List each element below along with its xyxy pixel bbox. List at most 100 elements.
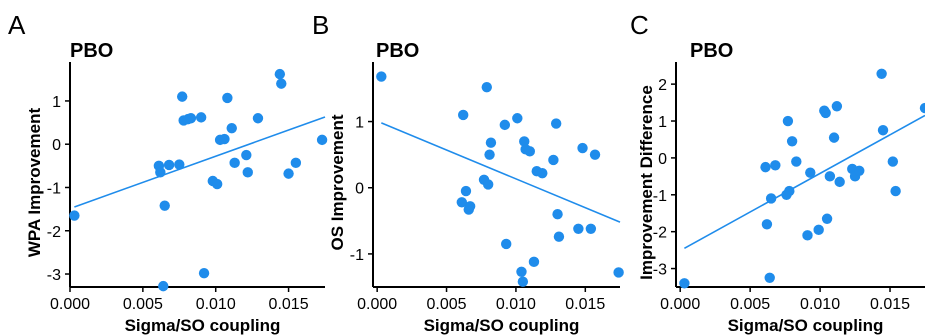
panel-c-data-point	[805, 167, 816, 178]
panel-c-ytick-label: 1	[658, 114, 667, 131]
panel-b-xtick-label: 0.005	[427, 296, 467, 313]
panel-b-data-point	[517, 276, 529, 287]
panel-c-data-point	[760, 161, 771, 173]
panel-a-data-point	[316, 134, 328, 146]
panel-a-xtick-label: 0.000	[50, 296, 90, 313]
panel-c-fit-line	[684, 114, 925, 249]
panel-c-data-point	[876, 68, 887, 80]
panel-a-data-point	[198, 267, 210, 279]
panel-c-data-point	[765, 193, 777, 204]
panel-a-data-point	[242, 167, 253, 178]
panel-c-data-point	[679, 278, 690, 289]
panel-b-xtick-label: 0.000	[357, 296, 397, 313]
panel-a-ytick-label: 1	[52, 94, 61, 111]
panel-b-data-point	[589, 149, 601, 160]
panel-b-data-point	[585, 223, 597, 234]
panel-c-letter: C	[630, 10, 649, 40]
panel-c-xtick-label: 0.010	[800, 296, 840, 313]
panel-b-data-point	[460, 185, 472, 197]
panel-a-data-point	[229, 157, 240, 169]
panel-b-xtick-label: 0.010	[496, 296, 536, 313]
panel-a-xtick-label: 0.005	[123, 296, 163, 313]
panel-a-data-point	[283, 168, 294, 179]
panel-c-ytick-label: 2	[658, 77, 667, 94]
panel-b-fit-line	[381, 122, 621, 223]
panel-a-xtick-label: 0.010	[196, 296, 236, 313]
panel-c-data-point	[770, 160, 781, 171]
panel-a-data-point	[174, 159, 185, 170]
panel-b-data-point	[484, 149, 495, 160]
panel-a-data-point	[69, 210, 80, 221]
panel-b-data-point	[482, 179, 494, 190]
panel-b-data-point	[485, 137, 497, 148]
panel-a-data-point	[177, 91, 188, 102]
panel-b-data-point	[528, 256, 540, 268]
panel-c-ytick-label: -2	[653, 225, 667, 242]
panel-c-xtick-label: 0.005	[730, 296, 770, 313]
panel-c-data-point	[828, 132, 840, 143]
panel-b-data-point	[577, 142, 588, 154]
panel-a-ytick-label: -1	[47, 180, 61, 197]
panel-b-x-axis-label: Sigma/SO coupling	[424, 316, 580, 335]
panel-c-data-point	[890, 185, 901, 197]
panel-b-data-point	[524, 146, 536, 157]
panel-c-xtick-label: 0.015	[870, 296, 910, 313]
panel-b-data-point	[516, 266, 527, 277]
panel-c-data-point	[877, 125, 889, 136]
panel-b-data-point	[464, 201, 476, 212]
panel-b-data-point	[499, 119, 511, 131]
panel-c-ytick-label: -3	[653, 262, 667, 279]
panel-a-ytick-label: -2	[47, 224, 61, 241]
panel-c-ytick-label: 0	[658, 151, 667, 168]
panel-c-title: PBO	[690, 40, 733, 62]
panel-a-data-point	[226, 123, 237, 134]
panel-b-ytick-label: 0	[355, 181, 364, 198]
panel-b-data-point	[457, 109, 469, 121]
panel-a-data-point	[195, 112, 207, 123]
panel-a-ytick-label: 0	[52, 137, 61, 154]
panel-a-y-axis-label: WPA Improvement	[25, 108, 44, 258]
panel-b-letter: B	[312, 10, 329, 40]
panel-b-data-point	[537, 167, 548, 179]
panel-a-data-point	[290, 157, 302, 169]
panel-b-data-point	[512, 113, 523, 124]
panel-c-data-point	[821, 213, 833, 224]
panel-b-data-point	[613, 267, 624, 278]
panel-c-xtick-label: 0.000	[660, 296, 700, 313]
panel-b-xtick-label: 0.015	[565, 296, 605, 313]
panel-a-data-point	[252, 113, 264, 124]
panel-b-ytick-label: 1	[355, 115, 364, 132]
panel-a-data-point	[159, 200, 170, 211]
panel-a-data-point	[211, 178, 223, 190]
panel-b-data-point	[552, 209, 563, 220]
panel-a-x-axis-label: Sigma/SO coupling	[125, 316, 281, 335]
panel-c-data-point	[887, 156, 899, 167]
panel-b-y-axis-label: OS Improvement	[328, 114, 347, 250]
panel-c-data-point	[813, 224, 824, 236]
panel-c-y-axis-label: Improvement Difference	[637, 85, 656, 280]
panel-c-data-point	[831, 101, 843, 112]
panel-b-data-point	[550, 118, 562, 129]
panel-c-data-point	[824, 171, 836, 182]
panel-a-data-point	[276, 78, 287, 89]
panel-c-data-point	[761, 219, 773, 230]
panel-a-data-point	[163, 159, 175, 171]
panel-c-data-point	[782, 115, 794, 127]
panel-c-data-point	[820, 107, 831, 119]
panel-c-data-point	[919, 102, 925, 114]
panel-c-data-point	[802, 230, 813, 241]
panel-a-data-point	[274, 68, 286, 80]
panel-b-data-point	[548, 154, 559, 166]
panel-b-data-point	[501, 238, 512, 250]
panel-b-ytick-label: -1	[350, 247, 364, 264]
panel-c-ytick-label: -1	[653, 188, 667, 205]
panel-a-xtick-label: 0.015	[269, 296, 309, 313]
panel-c-data-point	[791, 156, 802, 167]
panel-c-data-point	[854, 165, 865, 177]
panel-c-data-point	[764, 272, 775, 283]
panel-b-data-point	[456, 197, 468, 208]
panel-a-data-point	[155, 167, 166, 178]
panel-b-title: PBO	[376, 40, 419, 62]
panel-c-x-axis-label: Sigma/SO coupling	[728, 316, 884, 335]
